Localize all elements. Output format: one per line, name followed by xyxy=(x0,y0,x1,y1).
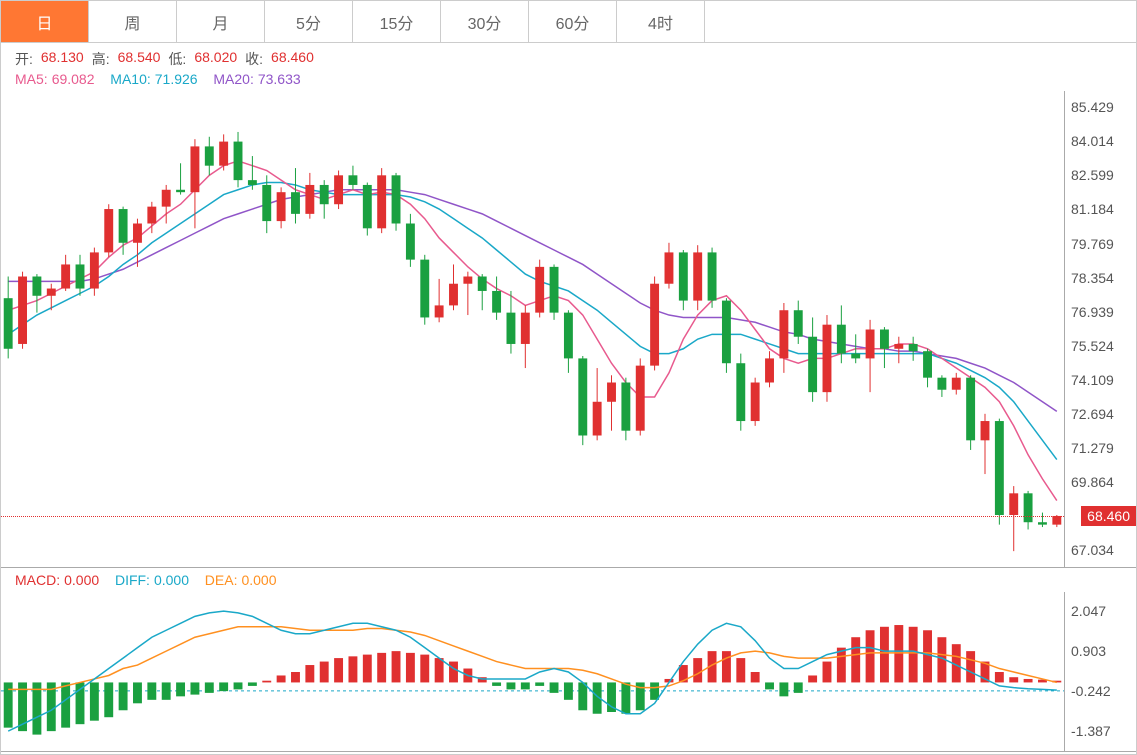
price-tick: 71.279 xyxy=(1071,440,1114,456)
macd-axis: 2.047 0.903 -0.242 -1.387 xyxy=(1064,592,1136,751)
low-label: 低: xyxy=(168,49,186,69)
macd-tick: 2.047 xyxy=(1071,603,1106,619)
dea-label: DEA: xyxy=(205,572,238,588)
close-label: 收: xyxy=(245,49,263,69)
price-tick: 79.769 xyxy=(1071,236,1114,252)
macd-svg xyxy=(1,592,1064,752)
price-tick: 69.864 xyxy=(1071,474,1114,490)
macd-label: MACD: xyxy=(15,572,60,588)
ma5-value: 69.082 xyxy=(52,71,95,87)
price-tick: 78.354 xyxy=(1071,270,1114,286)
tab-月[interactable]: 月 xyxy=(177,1,265,42)
chart-container: 日周月5分15分30分60分4时 开: 68.130 高: 68.540 低: 68.… xyxy=(0,0,1137,755)
high-label: 高: xyxy=(92,49,110,69)
price-tick: 76.939 xyxy=(1071,304,1114,320)
diff-label: DIFF: xyxy=(115,572,150,588)
timeframe-tabs: 日周月5分15分30分60分4时 xyxy=(1,1,1136,43)
current-price-line xyxy=(1,516,1064,517)
price-axis: 85.429 84.014 82.599 81.184 79.769 78.354 76.9… xyxy=(1064,91,1136,567)
price-tick: 72.694 xyxy=(1071,406,1114,422)
ma10-value: 71.926 xyxy=(155,71,198,87)
tab-30分[interactable]: 30分 xyxy=(441,1,529,42)
diff-value: 0.000 xyxy=(154,572,189,588)
price-tick: 85.429 xyxy=(1071,99,1114,115)
price-tick: 81.184 xyxy=(1071,201,1114,217)
tab-4时[interactable]: 4时 xyxy=(617,1,705,42)
current-price-tag: 68.460 xyxy=(1081,506,1136,526)
ma-bar: MA5:69.082 MA10: 71.926 MA20: 73.633 xyxy=(1,71,1136,91)
close-value: 68.460 xyxy=(271,49,314,69)
macd-value: 0.000 xyxy=(64,572,99,588)
dea-value: 0.000 xyxy=(241,572,276,588)
open-value: 68.130 xyxy=(41,49,84,69)
open-label: 开: xyxy=(15,49,33,69)
tab-日[interactable]: 日 xyxy=(1,1,89,42)
price-tick: 67.034 xyxy=(1071,542,1114,558)
tab-周[interactable]: 周 xyxy=(89,1,177,42)
macd-header: MACD:0.000 DIFF:0.000 DEA:0.000 xyxy=(1,568,1136,592)
price-chart[interactable]: 85.429 84.014 82.599 81.184 79.769 78.354 76.9… xyxy=(1,91,1136,568)
macd-tick: -1.387 xyxy=(1071,723,1111,739)
ma20-value: 73.633 xyxy=(258,71,301,87)
high-value: 68.540 xyxy=(118,49,161,69)
ma20-label: MA20: xyxy=(213,71,253,87)
price-tick: 75.524 xyxy=(1071,338,1114,354)
tab-60分[interactable]: 60分 xyxy=(529,1,617,42)
price-tick: 84.014 xyxy=(1071,133,1114,149)
macd-tick: 0.903 xyxy=(1071,643,1106,659)
macd-chart[interactable]: 2.047 0.903 -0.242 -1.387 xyxy=(1,592,1136,752)
ma10-label: MA10: xyxy=(110,71,150,87)
ma5-label: MA5: xyxy=(15,71,48,87)
ohlc-bar: 开: 68.130 高: 68.540 低: 68.020 收: 68.460 xyxy=(1,43,1136,71)
low-value: 68.020 xyxy=(194,49,237,69)
macd-tick: -0.242 xyxy=(1071,683,1111,699)
price-tick: 74.109 xyxy=(1071,372,1114,388)
tab-15分[interactable]: 15分 xyxy=(353,1,441,42)
tab-5分[interactable]: 5分 xyxy=(265,1,353,42)
candlestick-svg xyxy=(1,91,1064,568)
price-tick: 82.599 xyxy=(1071,167,1114,183)
